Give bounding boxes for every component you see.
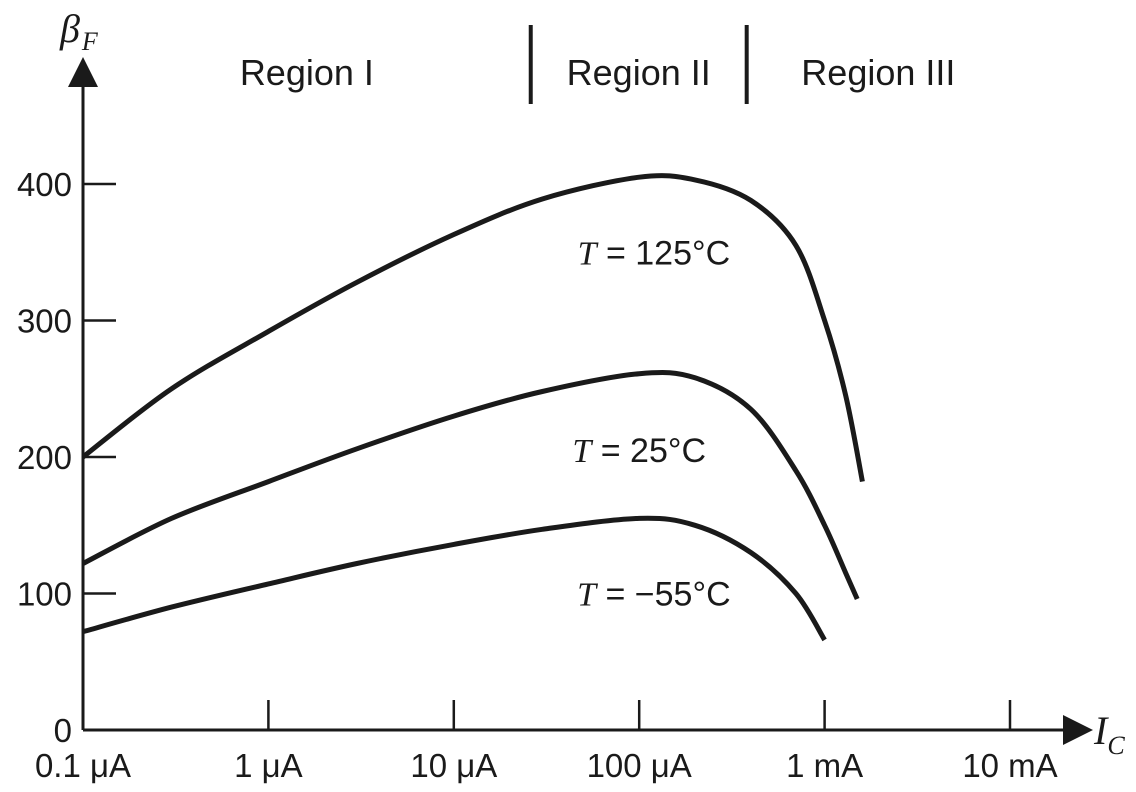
x-tick-label: 1 mA [786, 747, 863, 784]
y-tick-label: 400 [17, 166, 72, 203]
region-label: Region I [240, 52, 374, 93]
series-label: T = 125°C [578, 234, 731, 272]
x-tick-label: 10 mA [962, 747, 1057, 784]
x-tick-label: 0.1 μA [35, 747, 131, 784]
y-tick-label: 0 [54, 712, 72, 749]
axes [68, 57, 1093, 745]
y-axis-title: βF [59, 6, 99, 56]
series-line [81, 173, 865, 483]
labels: βF IC Region I Region II Region III T = 125°C… [59, 6, 1125, 760]
x-axis-title: IC [1093, 708, 1125, 760]
x-tick-label: 10 μA [410, 747, 497, 784]
ticks: 0.1 μA 1 μA 10 μA 100 μA 1 mA 10 mA 0 100 200 300… [17, 166, 1058, 784]
series-line [81, 369, 860, 600]
series-label: T = −55°C [577, 576, 731, 614]
y-tick-label: 300 [17, 303, 72, 340]
region-label: Region II [567, 52, 711, 93]
y-tick-label: 200 [17, 439, 72, 476]
x-tick-label: 1 μA [234, 747, 303, 784]
x-tick-label: 100 μA [587, 747, 692, 784]
series-line [82, 515, 827, 642]
series-label: T = 25°C [572, 432, 706, 470]
region-dividers [528, 25, 749, 104]
region-label: Region III [801, 52, 955, 93]
curves [81, 173, 865, 642]
y-tick-label: 100 [17, 576, 72, 613]
